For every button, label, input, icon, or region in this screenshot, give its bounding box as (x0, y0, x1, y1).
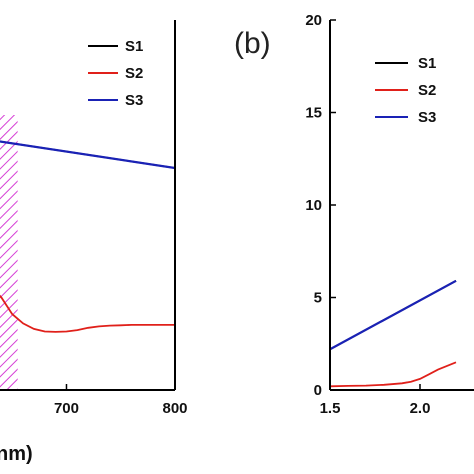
legend-label-s3-b: S3 (418, 109, 436, 126)
legend-label-s1-b: S1 (418, 55, 436, 72)
panel-b-y-tick-label: 0 (314, 382, 322, 399)
panel-b-y-tick-label: 10 (305, 197, 322, 214)
panel-a-series-line-s3 (0, 140, 175, 170)
panel-a-x-tick-label: 700 (54, 400, 79, 417)
legend-label-s2-b: S2 (418, 82, 436, 99)
panel-b-series-line-s2 (330, 361, 457, 388)
panel-b-y-tick-label: 15 (305, 105, 322, 122)
panel-b-series-line-s3 (330, 279, 457, 351)
panel-a-x-axis-label: nm) (0, 443, 33, 465)
panel-b-y-tick-label: 5 (314, 290, 322, 307)
panel-a-series-line-s2 (0, 294, 175, 333)
panel-a-x-tick-label: 800 (162, 400, 187, 417)
legend-label-s3: S3 (125, 92, 143, 109)
panel-b: (b) 1.5 2.0 0 5 10 15 20 S1 S2 S3 (234, 12, 474, 417)
panel-b-legend: S1 S2 S3 (375, 55, 436, 126)
panel-b-x-tick-label: 1.5 (320, 400, 341, 417)
panel-a-legend: S1 S2 S3 (88, 38, 143, 109)
panel-a-shaded-region (0, 115, 18, 390)
panel-b-x-tick-label: 2.0 (410, 400, 431, 417)
panel-b-y-tick-label: 20 (305, 12, 322, 29)
panel-b-label: (b) (234, 27, 271, 60)
legend-label-s2: S2 (125, 65, 143, 82)
legend-label-s1: S1 (125, 38, 143, 55)
panel-a: 700 800 S1 S2 S3 nm) (0, 20, 188, 465)
